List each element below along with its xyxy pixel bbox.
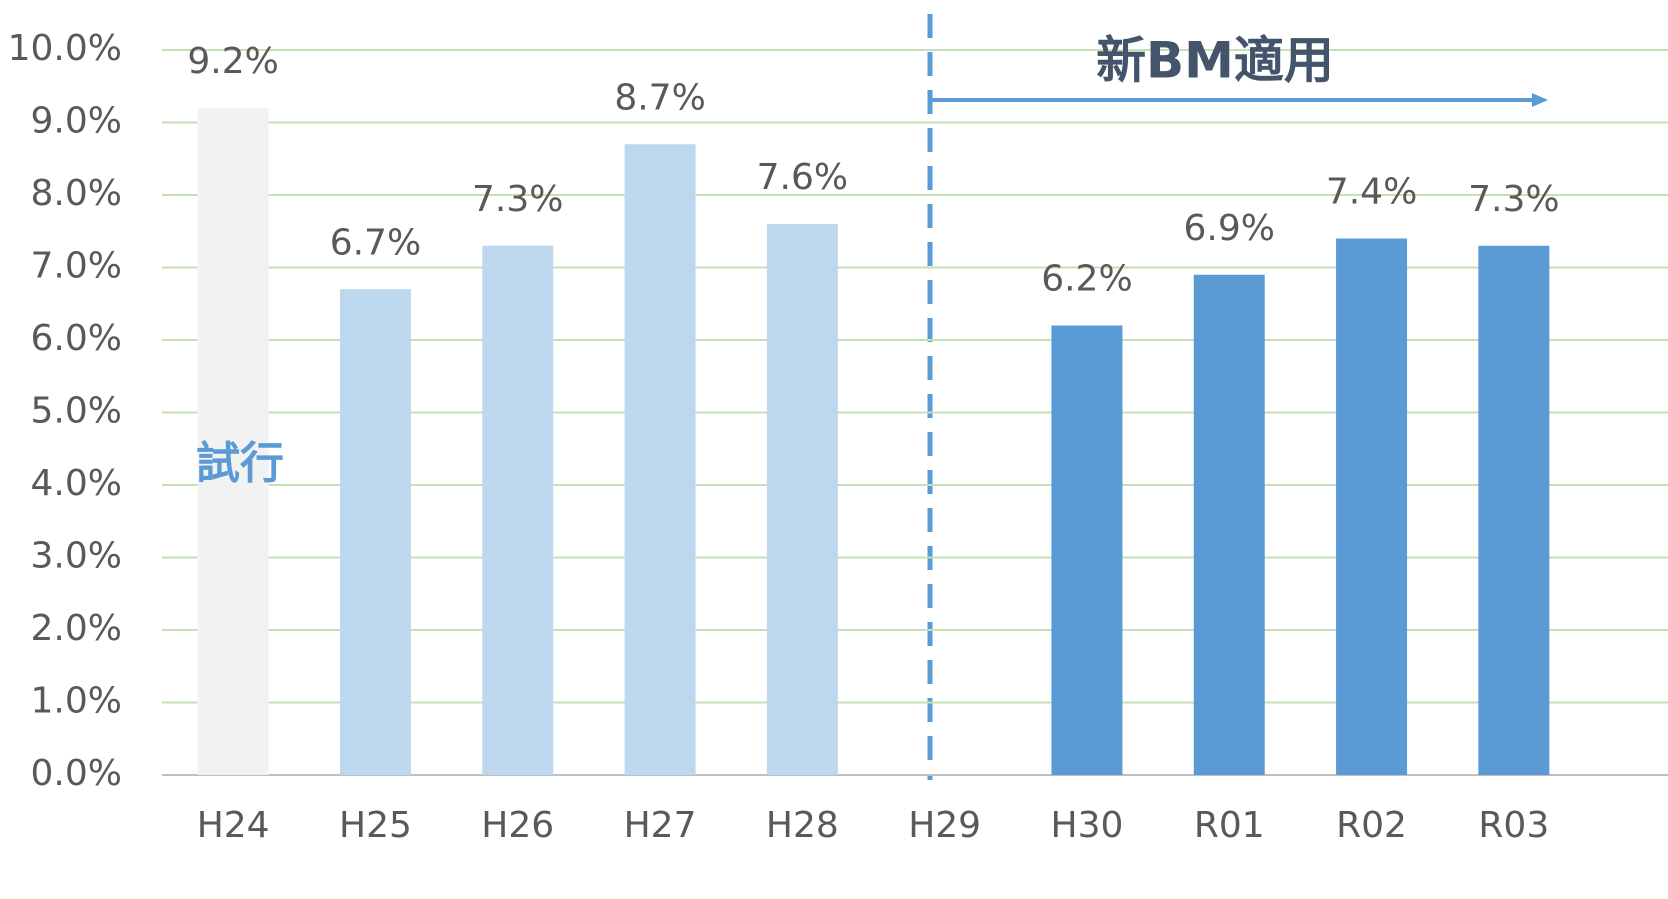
- bar: [766, 224, 838, 775]
- bar: [1336, 238, 1408, 775]
- value-label: 7.3%: [472, 179, 563, 220]
- value-label: 9.2%: [187, 41, 278, 82]
- x-tick-label: H27: [624, 805, 697, 846]
- y-tick-label: 1.0%: [31, 681, 122, 722]
- x-tick-label: H30: [1051, 805, 1124, 846]
- x-tick-label: H26: [481, 805, 554, 846]
- y-tick-label: 9.0%: [31, 101, 122, 142]
- y-tick-label: 4.0%: [31, 463, 122, 504]
- y-tick-label: 10.0%: [8, 28, 122, 69]
- x-tick-label: H24: [197, 805, 270, 846]
- value-label: 6.7%: [330, 222, 421, 263]
- bar: [1193, 274, 1265, 775]
- x-tick-label: R02: [1336, 805, 1407, 846]
- value-label: 7.6%: [757, 157, 848, 198]
- arrow-head: [1532, 93, 1548, 107]
- bar: [482, 245, 554, 775]
- y-tick-label: 5.0%: [31, 391, 122, 432]
- y-tick-label: 8.0%: [31, 173, 122, 214]
- bar: [197, 108, 269, 775]
- value-label: 6.9%: [1184, 208, 1275, 249]
- y-tick-label: 6.0%: [31, 318, 122, 359]
- bar: [1478, 245, 1550, 775]
- bar: [624, 144, 696, 775]
- y-tick-label: 2.0%: [31, 608, 122, 649]
- y-tick-label: 3.0%: [31, 536, 122, 577]
- bar: [339, 289, 411, 775]
- y-tick-label: 7.0%: [31, 246, 122, 287]
- bar: [1051, 325, 1123, 775]
- value-label: 7.3%: [1468, 179, 1559, 220]
- x-tick-label: H28: [766, 805, 839, 846]
- value-label: 8.7%: [614, 77, 705, 118]
- x-tick-label: H25: [339, 805, 412, 846]
- y-tick-label: 0.0%: [31, 753, 122, 794]
- value-label: 7.4%: [1326, 172, 1417, 213]
- x-tick-label: R03: [1478, 805, 1549, 846]
- value-label: 6.2%: [1041, 259, 1132, 300]
- x-tick-label: R01: [1194, 805, 1265, 846]
- annotation: 新BM適用: [1096, 32, 1334, 90]
- x-tick-label: H29: [908, 805, 981, 846]
- annotation: 試行: [196, 438, 284, 489]
